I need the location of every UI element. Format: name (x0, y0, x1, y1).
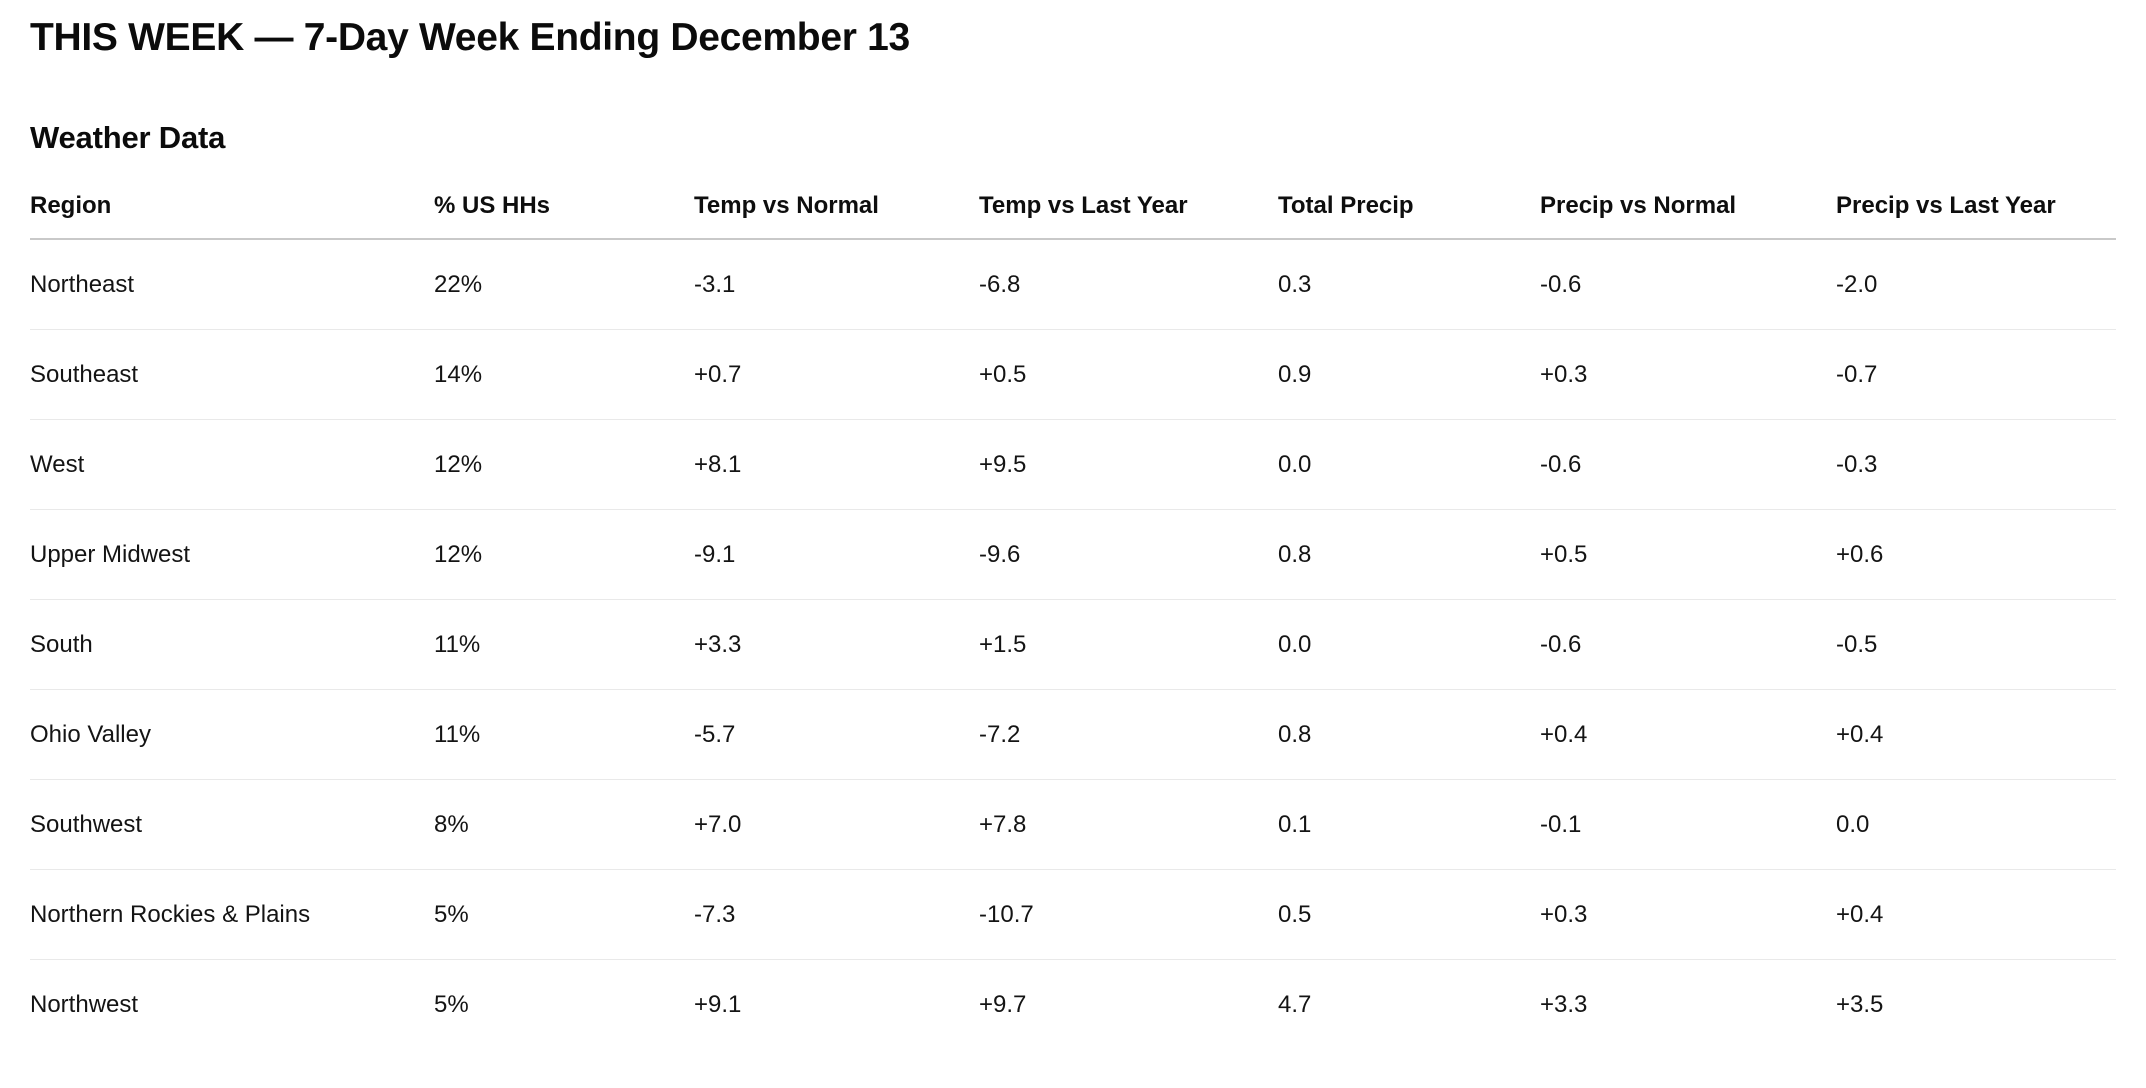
region-cell: Northern Rockies & Plains (30, 869, 434, 960)
table-header: Region% US HHs Temp vs Normal Temp vs Last… (30, 168, 2116, 240)
page-title: THIS WEEK — 7-Day Week Ending December 1… (30, 16, 910, 59)
region-cell: Northeast (30, 239, 434, 330)
value-cell: -0.5 (1836, 599, 2116, 690)
table-body: Northeast 22% -3.1 -6.8 0.3 -0.6 -2.0 Southeast… (30, 239, 2116, 1049)
value-cell: 0.8 (1278, 509, 1540, 600)
value-cell: +9.1 (694, 990, 742, 1018)
value-cell: +9.7 (979, 990, 1027, 1018)
value-cell: 11% (434, 599, 694, 690)
value-cell: +7.8 (979, 779, 1278, 870)
value-cell: +9.5 (979, 419, 1278, 510)
value-cell: +3.3 (1540, 990, 1588, 1018)
table-header-row: Region% US HHs Temp vs Normal Temp vs Last… (30, 168, 2116, 240)
value-cell: 0.1 (1278, 779, 1540, 870)
region-cell: West (30, 419, 434, 510)
column-header: Precip vs Normal (1540, 168, 1836, 240)
report-page: THIS WEEK — 7-Day Week Ending December 1… (30, 16, 2116, 1049)
value-cell: +0.3 (1540, 869, 1836, 960)
table-row: South 11% +3.3 +1.5 0.0 -0.6 -0.5 (30, 599, 2116, 690)
section-title: Weather Data (30, 120, 226, 155)
value-cell: +1.5 (979, 599, 1278, 690)
value-cell: +0.5 (1540, 509, 1836, 600)
value-cell: 0.5 (1278, 869, 1540, 960)
value-cell: -10.7 (979, 869, 1278, 960)
value-cell: -0.3 (1836, 419, 2116, 510)
value-cell: -7.3 (694, 869, 979, 960)
value-cell: 8% (434, 779, 694, 870)
column-header: % US HHs (434, 168, 694, 240)
value-cell: +0.6 (1836, 509, 2116, 600)
value-cell: -3.1 (694, 239, 979, 330)
value-cell: 22% (434, 239, 694, 330)
value-cell: +7.0 (694, 779, 979, 870)
value-cell: 0.0 (1278, 419, 1540, 510)
value-cell: -6.8 (979, 239, 1278, 330)
value-cell: -0.1 (1540, 779, 1836, 870)
region-cell: Southwest (30, 779, 434, 870)
value-cell: +0.3 (1540, 329, 1836, 420)
value-cell: -9.6 (979, 509, 1278, 600)
value-cell: 11% (434, 689, 694, 780)
table-row: Northeast 22% -3.1 -6.8 0.3 -0.6 -2.0 (30, 239, 2116, 330)
value-cell: +0.7 (694, 329, 979, 420)
column-header: Temp vs Last Year (979, 168, 1278, 240)
value-cell: +0.5 (979, 329, 1278, 420)
value-cell: +3.5 (1836, 990, 1884, 1018)
value-cell: +0.4 (1836, 869, 2116, 960)
table-row: Ohio Valley 11% -5.7 -7.2 0.8 +0.4 +0.4 (30, 689, 2116, 780)
column-header: Precip vs Last Year (1836, 168, 2116, 240)
value-cell: -5.7 (694, 689, 979, 780)
region-cell: South (30, 599, 434, 690)
region-cell: Southeast (30, 329, 434, 420)
value-cell: 0.3 (1278, 239, 1540, 330)
table-row: Southwest 8% +7.0 +7.8 0.1 -0.1 0.0 (30, 779, 2116, 870)
region-cell: Ohio Valley (30, 689, 434, 780)
value-cell: -7.2 (979, 689, 1278, 780)
column-header: Temp vs Normal (694, 168, 979, 240)
table-row: West 12% +8.1 +9.5 0.0 -0.6 -0.3 (30, 419, 2116, 510)
value-cell: 4.7 (1278, 990, 1312, 1018)
value-cell: +8.1 (694, 419, 979, 510)
value-cell: -0.6 (1540, 239, 1836, 330)
value-cell: -9.1 (694, 509, 979, 600)
value-cell: 0.9 (1278, 329, 1540, 420)
value-cell: 5% (434, 869, 694, 960)
value-cell: +3.3 (694, 599, 979, 690)
value-cell: 12% (434, 509, 694, 600)
value-cell: 0.0 (1278, 599, 1540, 690)
value-cell: +0.4 (1836, 689, 2116, 780)
value-cell: -0.6 (1540, 599, 1836, 690)
value-cell: 0.8 (1278, 689, 1540, 780)
value-cell: 12% (434, 419, 694, 510)
value-cell: 5% (434, 990, 469, 1018)
column-header: Region (30, 168, 434, 240)
value-cell: 0.0 (1836, 779, 2116, 870)
value-cell: -0.6 (1540, 419, 1836, 510)
region-cell: Upper Midwest (30, 509, 434, 600)
value-cell: -0.7 (1836, 329, 2116, 420)
region-cell: Northwest (30, 990, 139, 1018)
column-header: Total Precip (1278, 168, 1540, 240)
table-row: Northern Rockies & Plains 5% -7.3 -10.7 0.5 +… (30, 869, 2116, 960)
table-row: Upper Midwest 12% -9.1 -9.6 0.8 +0.5 +0.6 (30, 509, 2116, 600)
value-cell: +0.4 (1540, 689, 1836, 780)
value-cell: 14% (434, 329, 694, 420)
value-cell: -2.0 (1836, 239, 2116, 330)
weather-table: Region% US HHs Temp vs Normal Temp vs Last… (30, 168, 2116, 1049)
table-row: Southeast 14% +0.7 +0.5 0.9 +0.3 -0.7 (30, 329, 2116, 420)
table-row: Northwest 5% +9.1 +9.7 4.7 +3.3 +3.5 (30, 960, 2116, 1050)
